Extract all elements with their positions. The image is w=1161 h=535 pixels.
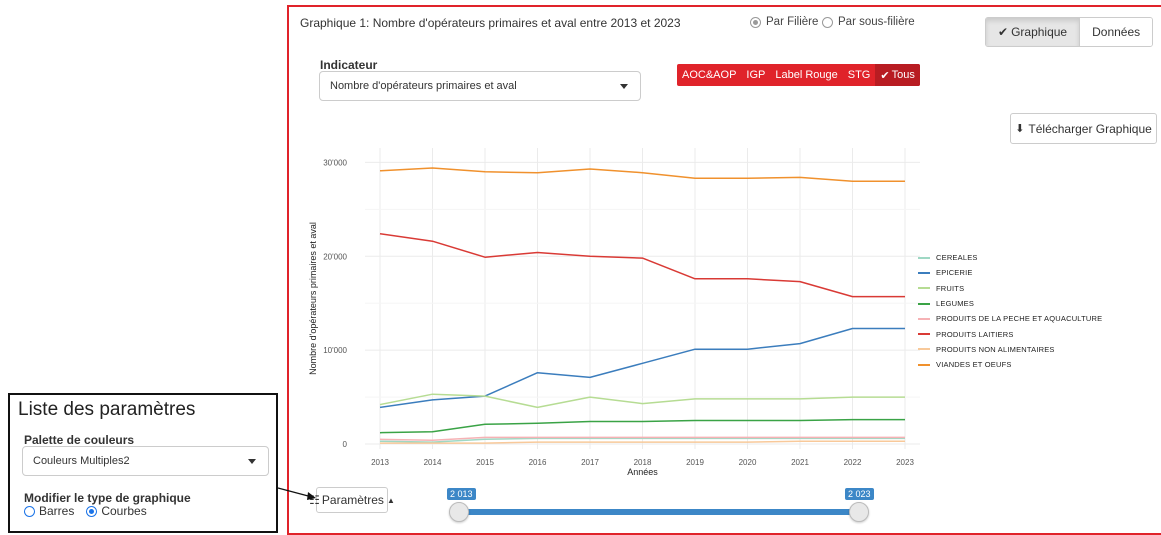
x-tick-label: 2023 bbox=[896, 458, 914, 467]
radio-dot-icon[interactable] bbox=[750, 16, 761, 28]
slider-min-label: 2 013 bbox=[447, 488, 476, 500]
checkmark-icon: ✔ bbox=[880, 69, 890, 82]
x-tick-label: 2022 bbox=[844, 458, 862, 467]
x-tick-label: 2014 bbox=[424, 458, 442, 467]
x-axis-label: Années bbox=[627, 467, 658, 477]
legend-label: CEREALES bbox=[936, 253, 978, 263]
chart-legend: CEREALES EPICERIE FRUITS LEGUMES PRODUITS DE… bbox=[918, 250, 1102, 372]
year-slider-track[interactable] bbox=[458, 509, 858, 515]
filter-igp[interactable]: IGP bbox=[746, 69, 766, 81]
radio-label: Par Filière bbox=[766, 16, 819, 28]
download-graph-button[interactable]: ⬇ Télécharger Graphique bbox=[1010, 113, 1157, 144]
line-chart: 2013 2014 2015 2016 2017 2018 2019 2020 2021 2022… bbox=[308, 148, 920, 477]
radio-par-filiere[interactable]: Par Filière bbox=[750, 16, 818, 28]
series-line-cereales bbox=[379, 437, 905, 443]
slider-max-handle[interactable] bbox=[849, 502, 869, 522]
chart-type-options: Barres Courbes bbox=[24, 504, 147, 518]
legend-item[interactable]: PRODUITS DE LA PECHE ET AQUACULTURE bbox=[918, 311, 1102, 326]
radio-courbes[interactable] bbox=[86, 505, 98, 517]
x-tick-label: 2019 bbox=[686, 458, 704, 467]
filter-tous[interactable]: ✔ Tous bbox=[875, 64, 920, 86]
x-tick-label: 2016 bbox=[529, 458, 547, 467]
download-icon: ⬇ bbox=[1015, 123, 1025, 135]
radio-barres-label: Barres bbox=[39, 504, 75, 518]
parametres-button[interactable]: ☷ Paramètres ▲ bbox=[309, 487, 395, 513]
indicator-value: Nombre d'opérateurs primaires et aval bbox=[330, 80, 517, 92]
palette-select[interactable]: Couleurs Multiples2 bbox=[22, 446, 269, 476]
legend-item[interactable]: EPICERIE bbox=[918, 265, 1102, 280]
legend-swatch bbox=[918, 271, 930, 274]
legend-item[interactable]: CEREALES bbox=[918, 250, 1102, 265]
indicator-label: Indicateur bbox=[320, 58, 378, 72]
x-tick-label: 2017 bbox=[581, 458, 599, 467]
chart-title: Graphique 1: Nombre d'opérateurs primair… bbox=[300, 16, 681, 30]
legend-swatch bbox=[918, 287, 930, 290]
legend-item[interactable]: FRUITS bbox=[918, 281, 1102, 296]
x-tick-label: 2018 bbox=[634, 458, 652, 467]
palette-label: Palette de couleurs bbox=[24, 433, 135, 447]
radio-label: Par sous-filière bbox=[838, 16, 915, 28]
chevron-down-icon bbox=[620, 84, 628, 89]
legend-swatch bbox=[918, 302, 930, 305]
series-line-epicerie bbox=[379, 327, 905, 409]
sliders-icon: ☷ bbox=[309, 493, 320, 507]
legend-label: PRODUITS NON ALIMENTAIRES bbox=[936, 344, 1055, 354]
y-tick-label: 20'000 bbox=[323, 252, 347, 261]
series-line-produits-de-la-peche-et-aquaculture bbox=[379, 436, 905, 441]
legend-item[interactable]: VIANDES ET OEUFS bbox=[918, 357, 1102, 372]
filter-stg[interactable]: STG bbox=[847, 69, 871, 81]
parameters-title: Liste des paramètres bbox=[18, 399, 196, 420]
y-tick-label: 0 bbox=[343, 440, 348, 449]
slider-min-handle[interactable] bbox=[449, 502, 469, 522]
sign-filter-group: AOC&AOP IGP Label Rouge STG ✔ Tous bbox=[677, 64, 920, 86]
radio-par-sous-filiere[interactable]: Par sous-filière bbox=[822, 16, 915, 28]
series-line-legumes bbox=[379, 418, 905, 434]
chevron-down-icon bbox=[248, 459, 256, 464]
legend-item[interactable]: LEGUMES bbox=[918, 296, 1102, 311]
legend-swatch bbox=[918, 333, 930, 336]
legend-item[interactable]: PRODUITS NON ALIMENTAIRES bbox=[918, 342, 1102, 357]
graph-view-button[interactable]: ✔ Graphique bbox=[986, 18, 1080, 46]
annotation-arrow bbox=[277, 487, 316, 500]
caret-up-icon: ▲ bbox=[386, 495, 395, 505]
series-line-fruits bbox=[379, 393, 905, 409]
legend-swatch bbox=[918, 317, 930, 320]
legend-label: EPICERIE bbox=[936, 268, 973, 278]
series-line-produits-non-alimentaires bbox=[380, 440, 905, 444]
legend-label: PRODUITS LAITIERS bbox=[936, 329, 1014, 339]
legend-item[interactable]: PRODUITS LAITIERS bbox=[918, 326, 1102, 341]
legend-swatch bbox=[918, 348, 930, 351]
legend-label: FRUITS bbox=[936, 283, 965, 293]
palette-value: Couleurs Multiples2 bbox=[33, 455, 130, 467]
y-axis-label: Nombre d'opérateurs primaires et aval bbox=[308, 222, 318, 375]
parameters-panel: Liste des paramètres Palette de couleurs… bbox=[8, 393, 278, 533]
filter-label-rouge[interactable]: Label Rouge bbox=[775, 69, 838, 81]
checkmark-icon: ✔ bbox=[998, 25, 1009, 39]
radio-courbes-label: Courbes bbox=[101, 504, 147, 518]
y-tick-label: 30'000 bbox=[323, 158, 347, 167]
indicator-select[interactable]: Nombre d'opérateurs primaires et aval bbox=[319, 71, 641, 101]
radio-barres[interactable] bbox=[24, 505, 35, 517]
x-tick-label: 2021 bbox=[791, 458, 809, 467]
legend-label: PRODUITS DE LA PECHE ET AQUACULTURE bbox=[936, 314, 1103, 324]
series-line-viandes-et-oeufs bbox=[379, 167, 905, 182]
x-tick-label: 2020 bbox=[739, 458, 757, 467]
legend-label: VIANDES ET OEUFS bbox=[936, 360, 1012, 370]
slider-max-label: 2 023 bbox=[845, 488, 874, 500]
view-toggle: ✔ Graphique Données bbox=[985, 17, 1154, 47]
radio-dot-icon[interactable] bbox=[822, 16, 833, 28]
filter-aoc-aop[interactable]: AOC&AOP bbox=[682, 69, 737, 81]
legend-label: LEGUMES bbox=[936, 299, 975, 309]
legend-swatch bbox=[918, 363, 930, 366]
y-tick-label: 10'000 bbox=[323, 346, 347, 355]
legend-swatch bbox=[918, 256, 930, 259]
data-view-button[interactable]: Données bbox=[1079, 18, 1153, 46]
x-tick-label: 2015 bbox=[476, 458, 494, 467]
x-tick-label: 2013 bbox=[371, 458, 389, 467]
series-line-produits-laitiers bbox=[379, 232, 905, 298]
chart-type-label: Modifier le type de graphique bbox=[24, 491, 191, 505]
